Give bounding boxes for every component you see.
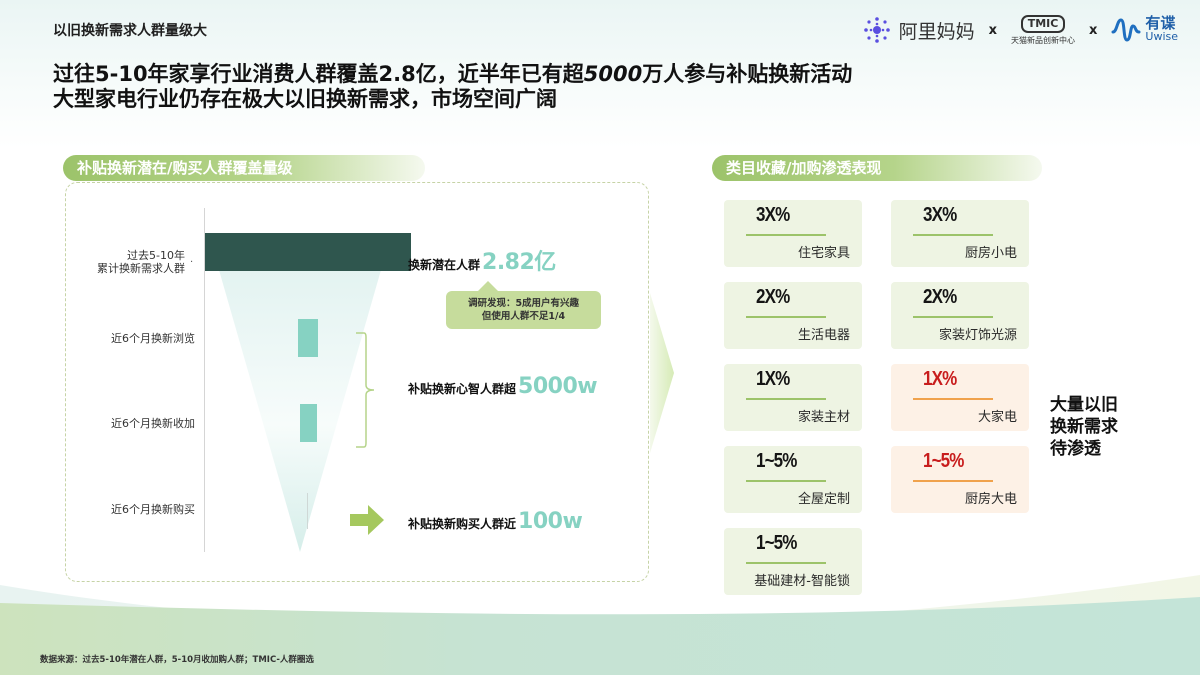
- tmic-logo: TMIC 天猫新品创新中心: [1011, 14, 1075, 45]
- chevron-right-icon: [650, 293, 674, 453]
- headline: 过往5-10年家享行业消费人群覆盖2.8亿，近半年已有超5000万人参与补贴换新…: [53, 62, 852, 112]
- row-label-purchase: 近6个月换新购买: [111, 503, 195, 516]
- partner-logos: 阿里妈妈 x TMIC 天猫新品创新中心 x 有谍 Uwise: [861, 14, 1178, 46]
- stat-value: 5000w: [518, 374, 598, 399]
- side-note: 大量以旧 换新需求 待渗透: [1050, 395, 1118, 459]
- row-label-cart: 近6个月换新收加: [111, 417, 195, 430]
- category-card: 1~5% 全屋定制: [724, 446, 862, 513]
- category-card: 2X% 家装灯饰光源: [891, 282, 1029, 349]
- left-panel-title: 补贴换新潜在/购买人群覆盖量级: [63, 155, 425, 181]
- uwise-logo: 有谍 Uwise: [1111, 16, 1178, 44]
- stat-value: 2.82亿: [482, 250, 556, 275]
- stat-value: 100w: [518, 509, 583, 534]
- row-label-potential: 过去5-10年 累计换新需求人群: [97, 249, 185, 275]
- alimama-burst-icon: [863, 17, 890, 43]
- right-panel-title: 类目收藏/加购渗透表现: [712, 155, 1042, 181]
- logo-separator: x: [1089, 22, 1098, 38]
- alimama-logo: 阿里妈妈: [861, 14, 975, 46]
- bar-collect-cart: [300, 404, 317, 442]
- right-arrow-icon: [350, 505, 384, 535]
- headline-number: 5000: [583, 62, 643, 86]
- category-card-highlight: 1X% 大家电: [891, 364, 1029, 431]
- stat-purchase: 补贴换新购买人群近 100w: [408, 509, 583, 534]
- stat-mindshare: 补贴换新心智人群超 5000w: [408, 374, 598, 399]
- left-panel-frame: [65, 182, 649, 582]
- category-card: 3X% 厨房小电: [891, 200, 1029, 267]
- data-source-footnote: 数据来源：过去5-10年潜在人群，5-10月收加购人群；TMIC-人群圈选: [40, 655, 314, 665]
- category-card: 3X% 住宅家具: [724, 200, 862, 267]
- funnel-axis: [204, 208, 205, 552]
- axis-tick: ·: [190, 257, 194, 268]
- row-label-browse: 近6个月换新浏览: [111, 332, 195, 345]
- bar-purchase: [307, 493, 308, 529]
- uwise-wave-icon: [1111, 18, 1141, 42]
- category-card-highlight: 1~5% 厨房大电: [891, 446, 1029, 513]
- research-callout: 调研发现：5成用户有兴趣 但使用人群不足1/4: [446, 281, 601, 329]
- section-kicker: 以旧换新需求人群量级大: [53, 23, 207, 39]
- bar-browse: [298, 319, 318, 357]
- stat-potential: 换新潜在人群 2.82亿: [408, 244, 556, 276]
- category-card: 1X% 家装主材: [724, 364, 862, 431]
- headline-line-2: 大型家电行业仍存在极大以旧换新需求，市场空间广阔: [53, 87, 557, 111]
- bracket-icon: [356, 332, 375, 448]
- category-card: 2X% 生活电器: [724, 282, 862, 349]
- bar-potential-audience: [205, 233, 411, 271]
- category-card: 1~5% 基础建材-智能锁: [724, 528, 862, 595]
- headline-line-1: 过往5-10年家享行业消费人群覆盖2.8亿，近半年已有超5000万人参与补贴换新…: [53, 62, 853, 86]
- logo-separator: x: [988, 22, 997, 38]
